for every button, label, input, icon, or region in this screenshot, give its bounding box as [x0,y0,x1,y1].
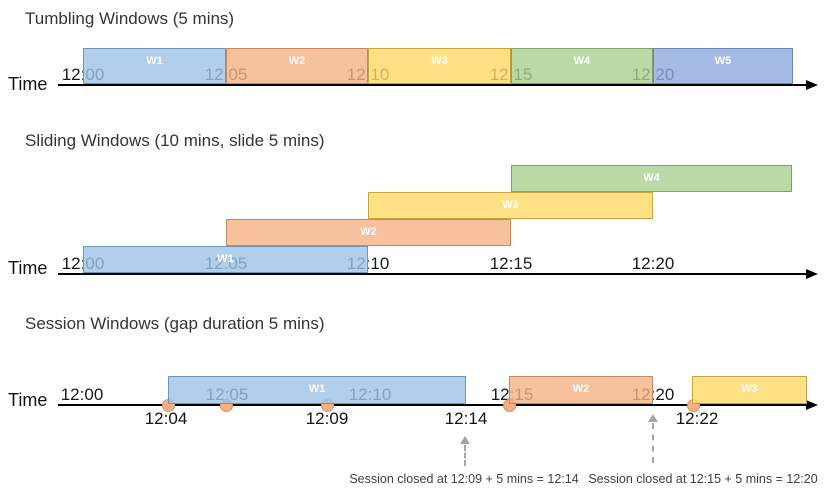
tumbling-windows-window-label-w4: W4 [573,55,591,67]
sliding-windows-window-w3: W3 [368,192,653,219]
sliding-windows-time-axis [58,273,806,275]
sliding-windows-title: Sliding Windows (10 mins, slide 5 mins) [25,131,325,150]
sliding-windows-window-w1: W1 [83,246,368,273]
sliding-windows-tick-label: 12:20 [631,254,675,273]
session-windows-event-dot [503,399,516,412]
session-windows-time-axis-arrowhead-icon [806,400,818,410]
tumbling-windows-tick-label: 12:10 [346,65,390,84]
tumbling-windows-window-w2: W2 [226,48,368,84]
sliding-windows-tick-label: 12:10 [346,254,390,273]
tumbling-windows-time-axis-arrowhead-icon [806,80,818,90]
tumbling-windows-window-label-w5: W5 [714,55,732,67]
sliding-windows-tick-label: 12:05 [204,254,248,273]
tumbling-windows-tick-label: 12:00 [61,65,105,84]
tumbling-windows-title: Tumbling Windows (5 mins) [25,9,235,28]
session-windows-tick-label: 12:00 [60,385,104,404]
sliding-windows-window-label-w3: W3 [502,199,519,211]
session-windows-event-time-label: 12:09 [305,409,349,428]
session-windows-event-time-label: 12:22 [675,409,719,428]
session-windows-window-label-w3: W3 [741,383,758,395]
session-windows-event-time-label: 12:04 [144,409,188,428]
session-windows-dashed-arrow-line [464,445,466,466]
tumbling-windows-time-axis [58,84,806,86]
session-windows-dashed-arrow-line [652,423,654,463]
tumbling-windows-tick-label: 12:05 [204,65,248,84]
sliding-windows-time-axis-label: Time [8,258,48,278]
session-windows-window-w1: W1 [168,376,466,404]
tumbling-windows-window-w5: W5 [653,48,793,84]
sliding-windows-tick-label: 12:00 [61,254,105,273]
tumbling-windows-window-label-w3: W3 [431,55,448,67]
session-windows-session-closed-annotation: Session closed at 12:15 + 5 mins = 12:20 [588,472,818,486]
session-windows-session-closed-annotation: Session closed at 12:09 + 5 mins = 12:14 [349,472,579,486]
tumbling-windows-tick-label: 12:20 [631,65,675,84]
session-windows-tick-label: 12:20 [631,385,675,404]
session-windows-dashed-up-arrow-icon [460,436,470,444]
tumbling-windows-window-label-w2: W2 [288,55,306,67]
session-windows-event-dot [220,399,233,412]
session-windows-tick-label: 12:05 [205,385,249,404]
session-windows-window-w3: W3 [692,376,807,404]
sliding-windows-window-label-w1: W1 [217,253,234,265]
sliding-windows-window-w2: W2 [226,219,511,246]
tumbling-windows-window-w4: W4 [511,48,653,84]
session-windows-event-dot [687,399,700,412]
session-windows-title: Session Windows (gap duration 5 mins) [25,314,325,333]
session-windows-tick-label: 12:15 [490,385,534,404]
session-windows-window-w2: W2 [509,376,653,404]
session-windows-window-label-w2: W2 [572,383,590,395]
session-windows-time-axis [58,404,806,406]
session-windows-dashed-up-arrow-icon [648,414,658,422]
sliding-windows-window-w4: W4 [511,165,792,192]
session-windows-event-time-label: 12:14 [444,409,488,428]
tumbling-windows-tick-label: 12:15 [489,65,533,84]
session-windows-tick-label: 12:10 [348,385,392,404]
tumbling-windows-window-label-w1: W1 [146,55,163,67]
sliding-windows-time-axis-arrowhead-icon [806,269,818,279]
session-windows-event-dot [162,399,175,412]
session-windows-event-dot [321,399,334,412]
sliding-windows-window-label-w2: W2 [360,226,377,238]
tumbling-windows-time-axis-label: Time [8,74,48,94]
sliding-windows-window-label-w4: W4 [643,172,660,184]
session-windows-time-axis-label: Time [8,390,48,410]
tumbling-windows-window-w3: W3 [368,48,511,84]
session-windows-window-label-w1: W1 [308,383,326,395]
sliding-windows-tick-label: 12:15 [489,254,533,273]
tumbling-windows-window-w1: W1 [83,48,226,84]
